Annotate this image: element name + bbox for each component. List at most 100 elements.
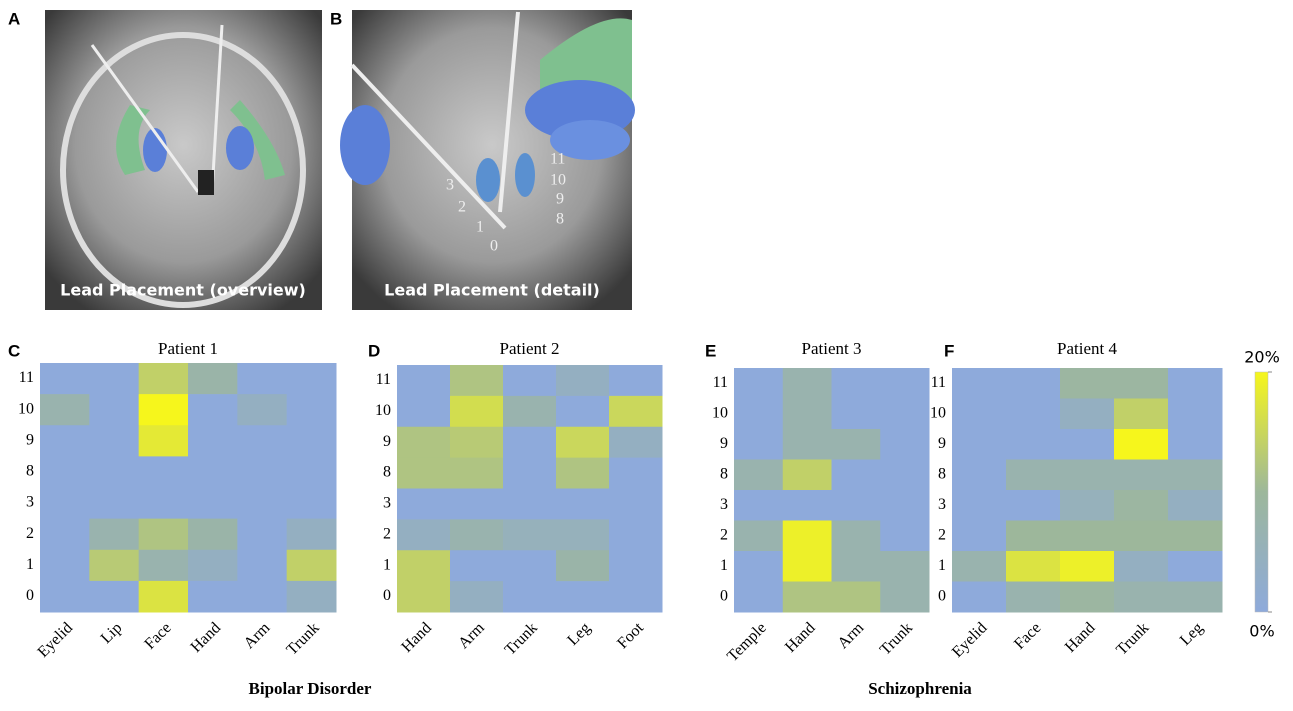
heatmap-cell (237, 519, 287, 551)
y-tick-label: 2 (26, 525, 34, 542)
x-tick-label: Hand (188, 619, 225, 656)
heatmap-cell (1168, 460, 1223, 491)
heatmap-cell (783, 460, 832, 491)
heatmap-cell (139, 488, 189, 520)
heatmap-cell (556, 458, 610, 489)
heatmap-cell (609, 458, 663, 489)
y-tick-label: 1 (26, 556, 34, 573)
contact-label: 3 (446, 177, 454, 194)
heatmap-cell (880, 429, 929, 460)
heatmap-cell (1114, 582, 1169, 613)
heatmap-cell (1168, 582, 1223, 613)
x-tick-label: Hand (1062, 619, 1099, 656)
heatmap-cell (609, 396, 663, 427)
y-tick-label: 8 (938, 465, 946, 482)
chart-title: Patient 2 (500, 339, 560, 358)
heatmap-cell (609, 550, 663, 581)
y-tick-label: 10 (375, 402, 391, 419)
heatmap-cell (1006, 490, 1061, 521)
y-tick-label: 9 (938, 435, 946, 452)
y-tick-label: 1 (383, 556, 391, 573)
heatmap-cell (450, 365, 504, 396)
heatmap-cell (503, 489, 557, 520)
heatmap-cell (1168, 551, 1223, 582)
y-tick-label: 10 (712, 404, 728, 421)
heatmap-cell (832, 399, 881, 430)
heatmap-cell (89, 394, 139, 426)
heatmap-cell (734, 399, 783, 430)
heatmap-cell (1060, 551, 1115, 582)
heatmap-cell (1114, 429, 1169, 460)
heatmap-cell (832, 368, 881, 399)
heatmap-cell (880, 582, 929, 613)
heatmap-cell (237, 394, 287, 426)
heatmap-cell (139, 394, 189, 426)
heatmap-cell (397, 427, 451, 458)
heatmap-cell (832, 551, 881, 582)
y-tick-label: 8 (383, 464, 391, 481)
x-tick-label: Face (141, 619, 174, 652)
x-tick-label: Trunk (877, 619, 916, 658)
contact-label: 10 (550, 172, 566, 189)
heatmap-cell (1114, 521, 1169, 552)
group-label: Schizophrenia (868, 679, 972, 698)
heatmap-cell (734, 429, 783, 460)
heatmap-cell (287, 581, 337, 613)
heatmap-cell (503, 581, 557, 612)
heatmap-cell (832, 582, 881, 613)
image-overview (45, 10, 322, 310)
heatmap-cell (880, 521, 929, 552)
colorbar (1255, 372, 1268, 612)
heatmap-cell (287, 456, 337, 488)
heatmap-cell (450, 489, 504, 520)
heatmap-cell (783, 429, 832, 460)
heatmap-cell (1168, 490, 1223, 521)
contact-label: 11 (550, 151, 565, 168)
heatmap-cell (952, 551, 1007, 582)
panel-letter: F (944, 341, 954, 360)
y-tick-label: 11 (19, 369, 34, 386)
heatmap-cell (556, 396, 610, 427)
heatmap-cell (139, 581, 189, 613)
heatmap-cell (1168, 399, 1223, 430)
y-tick-label: 2 (720, 526, 728, 543)
heatmap-cell (450, 581, 504, 612)
heatmap-cell (287, 425, 337, 457)
x-tick-label: Trunk (283, 619, 322, 658)
x-tick-label: Arm (241, 619, 274, 652)
heatmap-cell (1060, 460, 1115, 491)
heatmap-cell (40, 581, 90, 613)
chart-title: Patient 1 (158, 339, 218, 358)
heatmap-cell (952, 399, 1007, 430)
heatmap-cell (880, 399, 929, 430)
y-tick-label: 3 (383, 495, 391, 512)
heatmap-cell (40, 363, 90, 395)
heatmap-cell (503, 519, 557, 550)
heatmap-cell (139, 550, 189, 582)
heatmap-cell (237, 425, 287, 457)
heatmap-cell (609, 519, 663, 550)
x-tick-label: Temple (724, 619, 770, 665)
heatmap-cell (503, 550, 557, 581)
heatmap-cell (89, 456, 139, 488)
contact-label: 8 (556, 211, 564, 228)
heatmap-cell (734, 582, 783, 613)
y-tick-label: 9 (383, 433, 391, 450)
heatmap-cell (188, 456, 238, 488)
x-tick-label: Leg (564, 619, 594, 649)
heatmap-cell (1114, 460, 1169, 491)
contact-label: 1 (476, 219, 484, 236)
heatmap-cell (783, 551, 832, 582)
x-tick-label: Trunk (1113, 619, 1152, 658)
heatmap-cell (89, 550, 139, 582)
group-label: Bipolar Disorder (249, 679, 372, 698)
colorbar-label: 20% (1244, 348, 1280, 367)
heatmap-cell (139, 519, 189, 551)
panel-letter: C (8, 341, 20, 360)
heatmap-cell (952, 582, 1007, 613)
heatmap-cell (188, 488, 238, 520)
heatmap-cell (1060, 490, 1115, 521)
heatmap-cell (832, 460, 881, 491)
heatmap-cell (1114, 490, 1169, 521)
heatmap-cell (503, 427, 557, 458)
